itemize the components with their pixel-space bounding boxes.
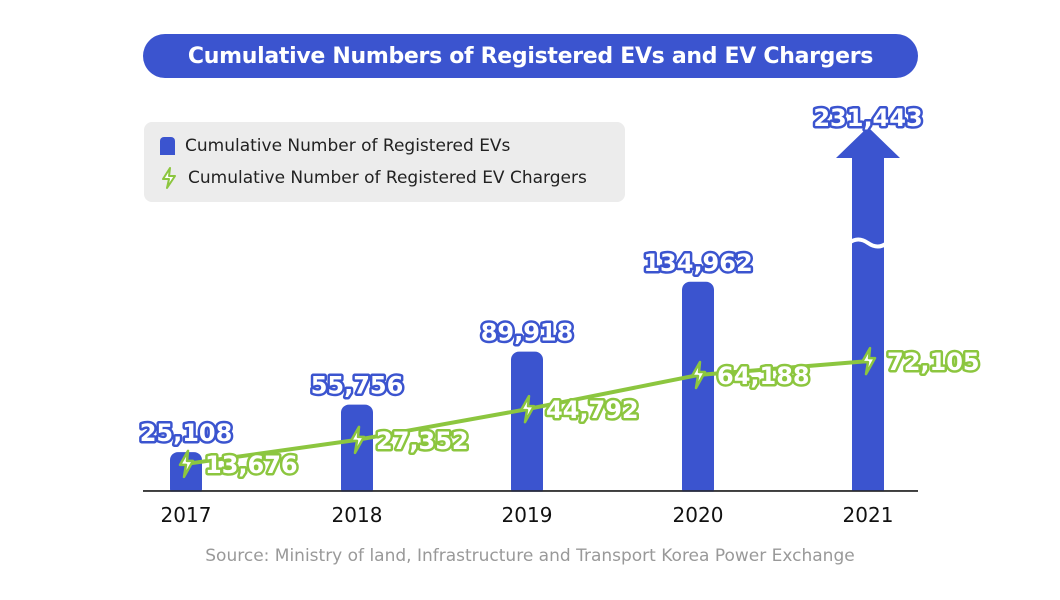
x-tick-label: 2018 [332,503,383,527]
ev-bar-value-label: 55,756 [311,372,404,400]
legend-label-chargers: Cumulative Number of Registered EV Charg… [188,168,587,188]
ev-bar-value-label: 134,962 [643,249,752,277]
x-tick-label: 2019 [502,503,553,527]
ev-bar [682,281,714,497]
x-tick-label: 2021 [843,503,894,527]
chart-title: Cumulative Numbers of Registered EVs and… [187,43,874,69]
lightning-bolt-icon [690,360,707,390]
ev-bar-arrow-head [836,127,900,158]
source-note: Source: Ministry of land, Infrastructure… [205,546,855,566]
charger-point-marker [349,425,366,455]
ev-bar-value-label: 25,108 [140,419,233,447]
x-tick-label: 2017 [161,503,212,527]
baseline-mask [143,491,918,500]
charger-value-label: 64,188 [717,362,810,390]
charger-value-label: 27,352 [376,427,469,455]
legend-item-chargers: Cumulative Number of Registered EV Charg… [160,167,587,189]
charger-point-marker [860,346,877,376]
lightning-bolt-icon [162,167,176,189]
x-tick-label: 2020 [673,503,724,527]
ev-bar-swatch [160,137,175,155]
charger-point-marker [690,360,707,390]
ev-bar [852,158,884,491]
ev-bar [511,351,543,497]
ev-bar-value-label: 231,443 [813,104,922,132]
charger-value-label: 44,792 [546,396,639,424]
charger-value-label: 13,676 [205,451,298,479]
lightning-bolt-icon [349,425,366,455]
ev-bar-value-label: 89,918 [481,319,574,347]
axis-break-mark [847,237,889,249]
lightning-bolt-icon [519,394,536,424]
chart-title-banner: Cumulative Numbers of Registered EVs and… [143,34,918,78]
legend-label-evs: Cumulative Number of Registered EVs [185,136,511,156]
charger-point-marker [519,394,536,424]
lightning-bolt-icon [860,346,877,376]
lightning-bolt-icon [178,449,195,479]
legend-item-evs: Cumulative Number of Registered EVs [160,136,510,156]
charger-point-marker [178,449,195,479]
legend: Cumulative Number of Registered EVs Cumu… [144,122,625,202]
charger-value-label: 72,105 [887,348,980,376]
